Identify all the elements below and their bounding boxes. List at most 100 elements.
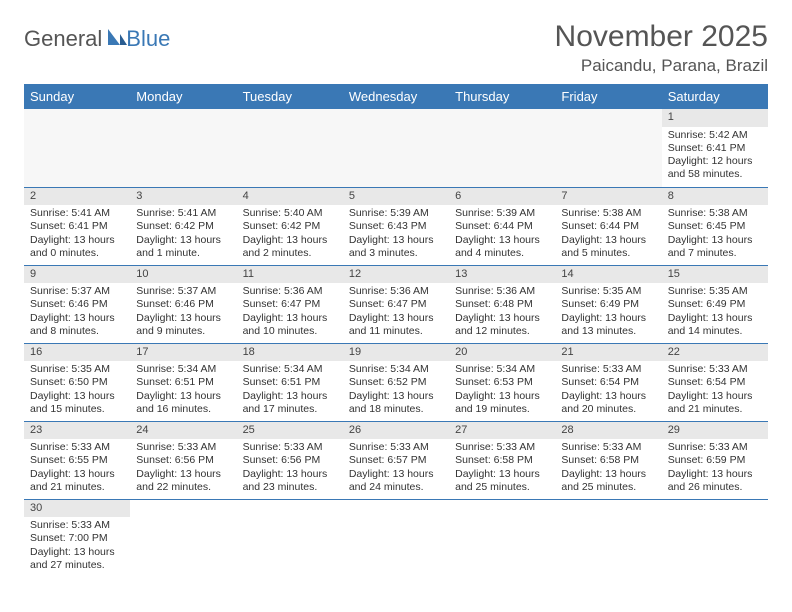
calendar-cell	[130, 109, 236, 187]
day-number: 12	[343, 266, 449, 284]
day-number: 11	[237, 266, 343, 284]
weekday-header: Wednesday	[343, 84, 449, 109]
day-number: 21	[555, 344, 661, 362]
calendar-cell: 3Sunrise: 5:41 AMSunset: 6:42 PMDaylight…	[130, 187, 236, 265]
sunrise-text: Sunrise: 5:41 AM	[136, 207, 230, 220]
day-number: 27	[449, 422, 555, 440]
day-number: 23	[24, 422, 130, 440]
sunset-text: Sunset: 6:41 PM	[30, 220, 124, 233]
calendar-cell: 14Sunrise: 5:35 AMSunset: 6:49 PMDayligh…	[555, 265, 661, 343]
sunset-text: Sunset: 6:54 PM	[561, 376, 655, 389]
month-title: November 2025	[555, 20, 768, 54]
sunset-text: Sunset: 6:50 PM	[30, 376, 124, 389]
calendar-cell	[130, 499, 236, 577]
day-number: 28	[555, 422, 661, 440]
calendar-cell: 9Sunrise: 5:37 AMSunset: 6:46 PMDaylight…	[24, 265, 130, 343]
calendar-cell: 25Sunrise: 5:33 AMSunset: 6:56 PMDayligh…	[237, 421, 343, 499]
day-content: Sunrise: 5:34 AMSunset: 6:51 PMDaylight:…	[237, 361, 343, 420]
day-content: Sunrise: 5:34 AMSunset: 6:51 PMDaylight:…	[130, 361, 236, 420]
calendar-cell: 7Sunrise: 5:38 AMSunset: 6:44 PMDaylight…	[555, 187, 661, 265]
sunrise-text: Sunrise: 5:35 AM	[668, 285, 762, 298]
sunrise-text: Sunrise: 5:33 AM	[349, 441, 443, 454]
calendar-cell: 8Sunrise: 5:38 AMSunset: 6:45 PMDaylight…	[662, 187, 768, 265]
sunset-text: Sunset: 6:48 PM	[455, 298, 549, 311]
weekday-header: Friday	[555, 84, 661, 109]
day-content: Sunrise: 5:33 AMSunset: 6:58 PMDaylight:…	[449, 439, 555, 498]
sunrise-text: Sunrise: 5:33 AM	[30, 441, 124, 454]
calendar-table: Sunday Monday Tuesday Wednesday Thursday…	[24, 84, 768, 577]
calendar-week: 1Sunrise: 5:42 AMSunset: 6:41 PMDaylight…	[24, 109, 768, 187]
sunset-text: Sunset: 6:46 PM	[136, 298, 230, 311]
sunrise-text: Sunrise: 5:33 AM	[30, 519, 124, 532]
day-number: 15	[662, 266, 768, 284]
sunrise-text: Sunrise: 5:34 AM	[243, 363, 337, 376]
page: General Blue November 2025 Paicandu, Par…	[0, 0, 792, 597]
daylight-text: Daylight: 13 hours and 19 minutes.	[455, 390, 549, 416]
sunrise-text: Sunrise: 5:38 AM	[561, 207, 655, 220]
calendar-cell	[449, 499, 555, 577]
calendar-cell: 15Sunrise: 5:35 AMSunset: 6:49 PMDayligh…	[662, 265, 768, 343]
sunset-text: Sunset: 6:52 PM	[349, 376, 443, 389]
sunset-text: Sunset: 6:53 PM	[455, 376, 549, 389]
calendar-cell: 4Sunrise: 5:40 AMSunset: 6:42 PMDaylight…	[237, 187, 343, 265]
calendar-cell: 27Sunrise: 5:33 AMSunset: 6:58 PMDayligh…	[449, 421, 555, 499]
daylight-text: Daylight: 13 hours and 25 minutes.	[455, 468, 549, 494]
daylight-text: Daylight: 13 hours and 7 minutes.	[668, 234, 762, 260]
weekday-header: Sunday	[24, 84, 130, 109]
sunrise-text: Sunrise: 5:34 AM	[455, 363, 549, 376]
day-content: Sunrise: 5:34 AMSunset: 6:52 PMDaylight:…	[343, 361, 449, 420]
daylight-text: Daylight: 13 hours and 20 minutes.	[561, 390, 655, 416]
daylight-text: Daylight: 12 hours and 58 minutes.	[668, 155, 762, 181]
daylight-text: Daylight: 13 hours and 0 minutes.	[30, 234, 124, 260]
weekday-header: Monday	[130, 84, 236, 109]
sunset-text: Sunset: 6:44 PM	[561, 220, 655, 233]
calendar-cell: 19Sunrise: 5:34 AMSunset: 6:52 PMDayligh…	[343, 343, 449, 421]
calendar-cell: 11Sunrise: 5:36 AMSunset: 6:47 PMDayligh…	[237, 265, 343, 343]
sunrise-text: Sunrise: 5:33 AM	[561, 441, 655, 454]
calendar-cell: 23Sunrise: 5:33 AMSunset: 6:55 PMDayligh…	[24, 421, 130, 499]
sunset-text: Sunset: 6:46 PM	[30, 298, 124, 311]
day-number: 16	[24, 344, 130, 362]
day-content: Sunrise: 5:33 AMSunset: 6:54 PMDaylight:…	[555, 361, 661, 420]
sunrise-text: Sunrise: 5:36 AM	[243, 285, 337, 298]
sunset-text: Sunset: 6:49 PM	[668, 298, 762, 311]
calendar-week: 16Sunrise: 5:35 AMSunset: 6:50 PMDayligh…	[24, 343, 768, 421]
calendar-cell: 24Sunrise: 5:33 AMSunset: 6:56 PMDayligh…	[130, 421, 236, 499]
calendar-week: 2Sunrise: 5:41 AMSunset: 6:41 PMDaylight…	[24, 187, 768, 265]
sunset-text: Sunset: 6:47 PM	[243, 298, 337, 311]
day-number: 13	[449, 266, 555, 284]
sail-icon	[106, 27, 128, 52]
daylight-text: Daylight: 13 hours and 27 minutes.	[30, 546, 124, 572]
calendar-cell: 18Sunrise: 5:34 AMSunset: 6:51 PMDayligh…	[237, 343, 343, 421]
day-content: Sunrise: 5:34 AMSunset: 6:53 PMDaylight:…	[449, 361, 555, 420]
day-content: Sunrise: 5:38 AMSunset: 6:44 PMDaylight:…	[555, 205, 661, 264]
sunset-text: Sunset: 6:42 PM	[136, 220, 230, 233]
daylight-text: Daylight: 13 hours and 25 minutes.	[561, 468, 655, 494]
daylight-text: Daylight: 13 hours and 8 minutes.	[30, 312, 124, 338]
sunrise-text: Sunrise: 5:40 AM	[243, 207, 337, 220]
title-block: November 2025 Paicandu, Parana, Brazil	[555, 20, 768, 76]
calendar-cell	[555, 499, 661, 577]
sunrise-text: Sunrise: 5:33 AM	[561, 363, 655, 376]
daylight-text: Daylight: 13 hours and 4 minutes.	[455, 234, 549, 260]
calendar-cell: 5Sunrise: 5:39 AMSunset: 6:43 PMDaylight…	[343, 187, 449, 265]
day-content: Sunrise: 5:41 AMSunset: 6:42 PMDaylight:…	[130, 205, 236, 264]
sunrise-text: Sunrise: 5:34 AM	[349, 363, 443, 376]
day-content: Sunrise: 5:41 AMSunset: 6:41 PMDaylight:…	[24, 205, 130, 264]
day-content: Sunrise: 5:36 AMSunset: 6:48 PMDaylight:…	[449, 283, 555, 342]
calendar-cell: 16Sunrise: 5:35 AMSunset: 6:50 PMDayligh…	[24, 343, 130, 421]
logo-text-blue: Blue	[126, 26, 170, 52]
sunrise-text: Sunrise: 5:37 AM	[30, 285, 124, 298]
sunrise-text: Sunrise: 5:34 AM	[136, 363, 230, 376]
calendar-cell	[237, 109, 343, 187]
day-content: Sunrise: 5:33 AMSunset: 6:57 PMDaylight:…	[343, 439, 449, 498]
calendar-cell	[555, 109, 661, 187]
day-number: 26	[343, 422, 449, 440]
day-content: Sunrise: 5:37 AMSunset: 6:46 PMDaylight:…	[24, 283, 130, 342]
daylight-text: Daylight: 13 hours and 16 minutes.	[136, 390, 230, 416]
daylight-text: Daylight: 13 hours and 9 minutes.	[136, 312, 230, 338]
day-content: Sunrise: 5:40 AMSunset: 6:42 PMDaylight:…	[237, 205, 343, 264]
day-number: 29	[662, 422, 768, 440]
sunset-text: Sunset: 6:45 PM	[668, 220, 762, 233]
sunrise-text: Sunrise: 5:35 AM	[561, 285, 655, 298]
